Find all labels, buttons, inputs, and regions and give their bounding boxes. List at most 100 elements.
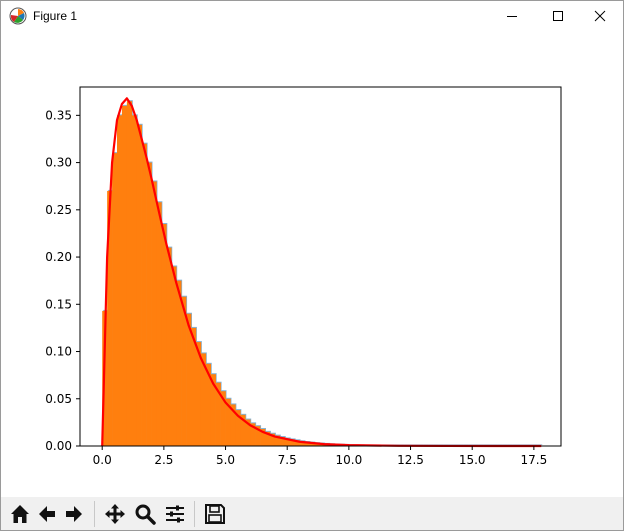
histogram-bar-shadow bbox=[492, 444, 498, 445]
histogram-bar-shadow bbox=[512, 444, 518, 445]
histogram-bar bbox=[191, 327, 197, 446]
histogram-bar-shadow bbox=[433, 444, 439, 445]
histogram-bar-shadow bbox=[502, 444, 508, 445]
toolbar-separator bbox=[94, 501, 95, 527]
histogram-bar-shadow bbox=[488, 444, 493, 445]
arrow-left-icon bbox=[39, 506, 55, 522]
histogram-bar bbox=[181, 296, 187, 446]
histogram-bar bbox=[245, 419, 251, 446]
histogram-bar-shadow bbox=[478, 444, 484, 445]
histogram-bar bbox=[205, 363, 212, 446]
minimize-button[interactable] bbox=[489, 1, 535, 31]
configure-subplots-button[interactable] bbox=[162, 501, 188, 527]
histogram-bar bbox=[141, 143, 147, 446]
x-tick-label: 0.0 bbox=[93, 453, 112, 467]
close-button[interactable] bbox=[577, 1, 623, 31]
move-icon bbox=[105, 504, 125, 524]
pdf-curve bbox=[101, 97, 542, 448]
histogram-bar bbox=[225, 398, 231, 446]
histogram-bar-shadow bbox=[532, 444, 538, 445]
forward-button[interactable] bbox=[61, 501, 87, 527]
pan-button[interactable] bbox=[102, 501, 128, 527]
histogram-bar bbox=[112, 153, 118, 446]
histogram-bar bbox=[269, 433, 276, 446]
histogram-bar bbox=[284, 438, 290, 446]
arrow-right-icon bbox=[66, 506, 82, 522]
histogram-bar bbox=[166, 247, 172, 446]
histogram-bar-shadow bbox=[497, 444, 503, 445]
histogram-bar bbox=[126, 101, 133, 447]
y-tick-label: 0.20 bbox=[45, 250, 72, 264]
histogram-bar bbox=[121, 105, 128, 446]
matplotlib-icon bbox=[9, 7, 27, 25]
histogram-bar bbox=[260, 428, 266, 446]
magnifier-icon bbox=[135, 504, 156, 525]
histogram-bar bbox=[117, 115, 123, 446]
y-tick-label: 0.10 bbox=[45, 345, 72, 359]
histogram-bar-shadow bbox=[522, 444, 528, 445]
histogram-bar bbox=[279, 437, 286, 446]
x-axis: 0.0 2.5 5.0 7.5 10.0 12.5 15.0 17.5 bbox=[93, 446, 548, 467]
home-icon bbox=[11, 505, 29, 523]
histogram-bar bbox=[156, 202, 162, 446]
histogram-bar-shadow bbox=[428, 444, 434, 445]
histogram-bar bbox=[195, 342, 202, 446]
x-tick-label: 15.0 bbox=[459, 453, 486, 467]
axes-frame bbox=[79, 86, 562, 447]
histogram-bar bbox=[151, 181, 157, 446]
histogram-bar bbox=[304, 442, 310, 446]
histogram-bar bbox=[250, 423, 256, 446]
histogram-bar bbox=[265, 431, 271, 446]
histogram-bar bbox=[240, 414, 246, 446]
histogram-bar-shadow bbox=[507, 444, 513, 445]
histogram-bar bbox=[235, 410, 241, 446]
home-button[interactable] bbox=[7, 501, 33, 527]
histogram-bar bbox=[176, 280, 182, 446]
histogram-chart[interactable]: 0.0 2.5 5.0 7.5 10.0 12.5 15.0 17.5 0.00 0.05 0.1… bbox=[1, 31, 623, 497]
x-tick-label: 10.0 bbox=[336, 453, 363, 467]
x-tick-label: 12.5 bbox=[397, 453, 424, 467]
histogram-bar-shadow bbox=[483, 444, 488, 445]
x-tick-label: 2.5 bbox=[154, 453, 173, 467]
histogram-bar-shadow bbox=[438, 444, 444, 445]
close-icon bbox=[594, 10, 606, 22]
histogram-bar-shadow bbox=[399, 444, 405, 445]
histogram-bar-shadow bbox=[443, 444, 449, 445]
histogram-bar bbox=[220, 391, 226, 446]
zoom-button[interactable] bbox=[132, 501, 158, 527]
histogram-bar-shadow bbox=[527, 444, 533, 445]
pdf-curve-line bbox=[101, 97, 542, 448]
histogram-bar bbox=[255, 426, 261, 446]
histogram-bar-shadow bbox=[463, 444, 469, 445]
histogram-bar bbox=[171, 266, 177, 446]
histogram-bar bbox=[200, 353, 207, 446]
histogram-bar bbox=[299, 441, 305, 446]
back-button[interactable] bbox=[34, 501, 60, 527]
histogram-bar-shadow bbox=[448, 444, 454, 445]
y-tick-label: 0.35 bbox=[45, 108, 72, 122]
window-title: Figure 1 bbox=[33, 9, 78, 23]
figure-canvas[interactable]: 0.0 2.5 5.0 7.5 10.0 12.5 15.0 17.5 0.00 0.05 0.1… bbox=[1, 31, 623, 497]
minimize-icon bbox=[507, 16, 517, 17]
y-tick-label: 0.05 bbox=[45, 392, 72, 406]
histogram-bar bbox=[274, 435, 281, 446]
histogram-bar bbox=[146, 162, 152, 446]
histogram-bar bbox=[210, 374, 216, 446]
x-tick-label: 7.5 bbox=[278, 453, 297, 467]
histogram-bar bbox=[131, 115, 138, 446]
histogram-bar-shadow bbox=[517, 444, 523, 445]
histogram-bar bbox=[289, 439, 295, 446]
histogram-bar bbox=[215, 382, 221, 446]
toolbar-separator bbox=[194, 501, 195, 527]
y-tick-label: 0.00 bbox=[45, 439, 72, 453]
maximize-button[interactable] bbox=[535, 1, 581, 31]
histogram-bar-shadow bbox=[458, 444, 464, 445]
histogram-bar-shadow bbox=[423, 444, 429, 445]
histogram-bar bbox=[314, 443, 320, 446]
histogram-bar-shadow bbox=[414, 444, 419, 445]
title-bar[interactable]: Figure 1 bbox=[1, 1, 623, 31]
save-button[interactable] bbox=[202, 501, 228, 527]
histogram-bar bbox=[186, 313, 192, 446]
x-tick-label: 17.5 bbox=[521, 453, 548, 467]
